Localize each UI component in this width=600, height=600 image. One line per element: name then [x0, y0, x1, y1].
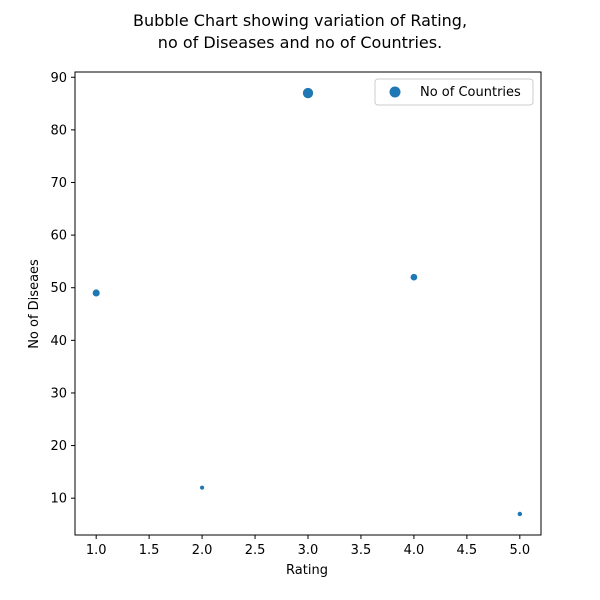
x-tick-label: 2.0: [192, 543, 213, 558]
legend-label: No of Countries: [420, 85, 521, 100]
legend-frame: [374, 78, 534, 106]
y-tick-label: 70: [50, 176, 67, 191]
x-tick-label: 1.0: [86, 543, 107, 558]
y-tick-label: 50: [50, 281, 67, 296]
y-tick-label: 60: [50, 229, 67, 244]
plot-area: 1.0 1.5 2.0 2.5 3.0 3.5 4.0 4.5 5.0 10 20 30 40 50 60 7…: [50, 71, 542, 558]
y-tick-label: 80: [50, 123, 67, 138]
y-tick-label: 90: [50, 71, 67, 86]
legend-marker: [389, 86, 401, 98]
x-tick-label: 1.5: [139, 543, 160, 558]
x-tick-label: 5.0: [509, 543, 530, 558]
y-tick-label: 10: [50, 492, 67, 507]
data-point: [517, 511, 523, 517]
data-point: [92, 289, 100, 297]
x-tick-label: 4.5: [457, 543, 478, 558]
data-point: [410, 273, 418, 281]
legend: No of Countries: [374, 78, 534, 106]
x-tick-label: 3.5: [351, 543, 372, 558]
chart-title-line-2: no of Diseases and no of Countries.: [158, 33, 442, 52]
y-tick-label: 30: [50, 386, 67, 401]
y-tick-label: 40: [50, 334, 67, 349]
x-axis-label: Rating: [286, 563, 328, 578]
data-point: [302, 87, 314, 99]
y-axis-label: No of Diseaes: [27, 259, 42, 349]
plot-frame: [74, 71, 542, 536]
data-point: [200, 485, 205, 490]
y-tick-label: 20: [50, 439, 67, 454]
x-tick-label: 3.0: [298, 543, 319, 558]
x-tick-label: 4.0: [404, 543, 425, 558]
chart-title-line-1: Bubble Chart showing variation of Rating…: [133, 11, 467, 30]
x-tick-label: 2.5: [245, 543, 266, 558]
